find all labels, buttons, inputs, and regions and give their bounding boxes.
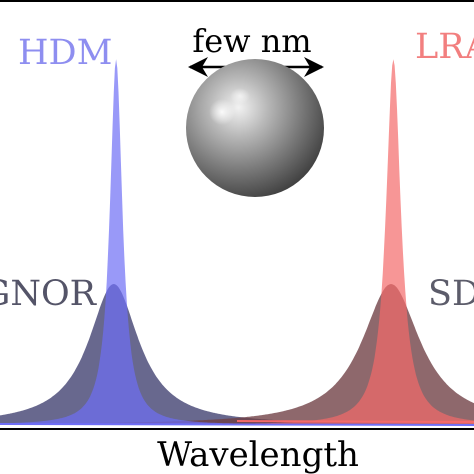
series-layer (0, 59, 474, 425)
label-lra: LRA (415, 27, 474, 67)
baseline-hdm (0, 423, 474, 426)
baseline-layer (0, 420, 474, 426)
baseline-lra (236, 420, 474, 423)
series-area-hdm (0, 59, 474, 425)
label-sd: SD (428, 274, 474, 314)
label-gnor: GNOR (0, 274, 98, 314)
annotation-few-nm: few nm (192, 22, 311, 60)
x-axis-title: Wavelength (157, 435, 359, 474)
series-area-sd (0, 284, 474, 425)
label-hdm: HDM (18, 33, 112, 73)
nanoparticle-sphere-icon (186, 59, 324, 197)
